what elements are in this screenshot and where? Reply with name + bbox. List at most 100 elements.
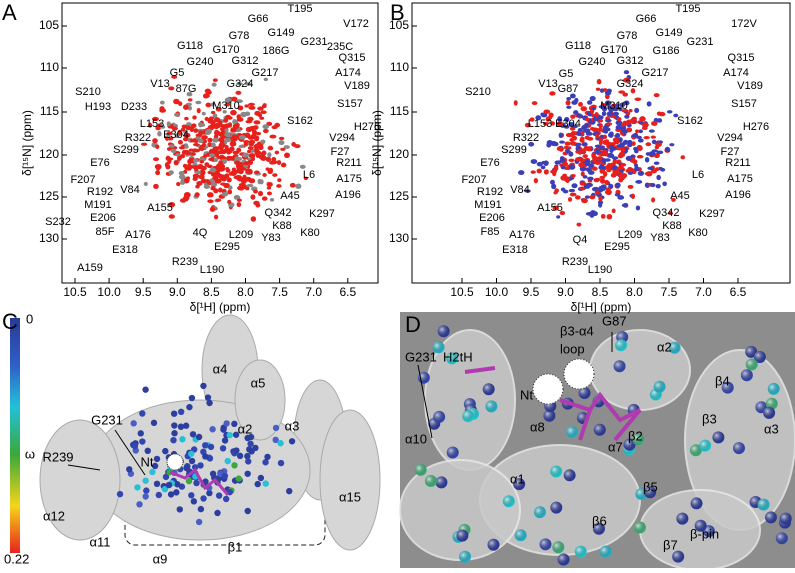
peak-label: M191 [474, 199, 502, 211]
residue-sphere [236, 452, 244, 460]
peak [645, 142, 652, 147]
peak [599, 178, 606, 184]
peak [218, 142, 226, 148]
peak [212, 113, 218, 119]
structure-label: β5 [643, 479, 658, 494]
peak [177, 139, 183, 145]
sphere-shine [689, 444, 702, 457]
peak [569, 192, 577, 197]
peak [559, 140, 565, 144]
peak [176, 182, 181, 187]
sphere-shine [613, 360, 626, 373]
peak [223, 148, 231, 152]
peak [253, 189, 258, 194]
peak [645, 171, 653, 177]
residue-sphere [204, 394, 212, 401]
peak [530, 170, 536, 174]
peak [656, 174, 661, 181]
peak [245, 82, 252, 86]
peak [171, 126, 178, 131]
peak-label: G312 [617, 55, 644, 67]
peak [615, 120, 623, 126]
peak [653, 93, 660, 98]
peak [181, 149, 188, 155]
peak [253, 200, 260, 206]
peak [166, 134, 171, 139]
sphere-shine [593, 423, 606, 436]
peak-label: G170 [213, 44, 240, 56]
residue-sphere [200, 495, 207, 502]
peak [276, 184, 282, 188]
residue-sphere [171, 430, 178, 437]
panel-letter: B [390, 0, 405, 25]
peak-label: E76 [90, 157, 110, 169]
peak [570, 174, 576, 178]
x-tick-label: 8.0 [237, 285, 254, 299]
residue-sphere [130, 420, 137, 427]
peak [250, 194, 256, 200]
peak [618, 173, 624, 178]
peak [594, 112, 599, 118]
peak [299, 164, 306, 169]
peak [283, 145, 290, 149]
y-tick-label: 125 [39, 189, 59, 203]
peak [278, 140, 285, 146]
ribbon [319, 409, 381, 551]
peak [565, 100, 571, 106]
peak [634, 163, 639, 168]
peak [655, 142, 662, 147]
peak [248, 105, 256, 110]
residue-sphere [149, 468, 156, 476]
sphere-shine [578, 386, 591, 399]
peak [244, 104, 250, 108]
peak [178, 146, 186, 150]
peak [173, 160, 179, 166]
peak [601, 111, 607, 117]
peak-label: G87 [558, 83, 579, 95]
peak [223, 118, 229, 123]
peak [630, 157, 636, 163]
peak [606, 214, 613, 220]
peak [630, 88, 636, 94]
peak-label: S210 [465, 86, 491, 98]
residue-sphere [288, 438, 296, 445]
peak [159, 125, 166, 129]
peak-label: E318 [112, 244, 138, 256]
residue-sphere [188, 394, 196, 402]
peak [618, 90, 626, 94]
peak [229, 146, 235, 152]
sphere-shine [543, 409, 556, 422]
peak [219, 154, 225, 161]
peak-label: S162 [287, 115, 313, 127]
peak [155, 144, 160, 150]
peak [175, 153, 181, 157]
sphere-shine [513, 478, 526, 491]
peak [599, 169, 606, 174]
peak [201, 111, 206, 116]
peak [203, 184, 211, 189]
y-tick-label: 120 [39, 147, 59, 161]
peak-label: L209 [618, 229, 642, 241]
peak [235, 90, 242, 95]
peak [578, 162, 585, 168]
peak [569, 93, 576, 99]
residue-sphere [221, 437, 229, 444]
peak-label: S157 [731, 98, 757, 110]
peak [550, 121, 555, 126]
peak [291, 142, 296, 147]
residue-sphere [202, 442, 209, 449]
peak [582, 154, 588, 159]
x-tick-label: 6.5 [730, 285, 747, 299]
sphere-shine [779, 512, 792, 525]
structure-label: α7 [608, 439, 623, 454]
structure-label: α5 [251, 375, 266, 390]
peak [639, 116, 646, 122]
peak [173, 98, 180, 105]
sphere-shine [456, 529, 469, 542]
peak [614, 103, 620, 109]
peak [236, 117, 244, 122]
peak [595, 133, 600, 139]
residue-sphere [207, 443, 215, 451]
peak-label: G149 [656, 27, 683, 39]
sphere-shine [550, 501, 563, 514]
